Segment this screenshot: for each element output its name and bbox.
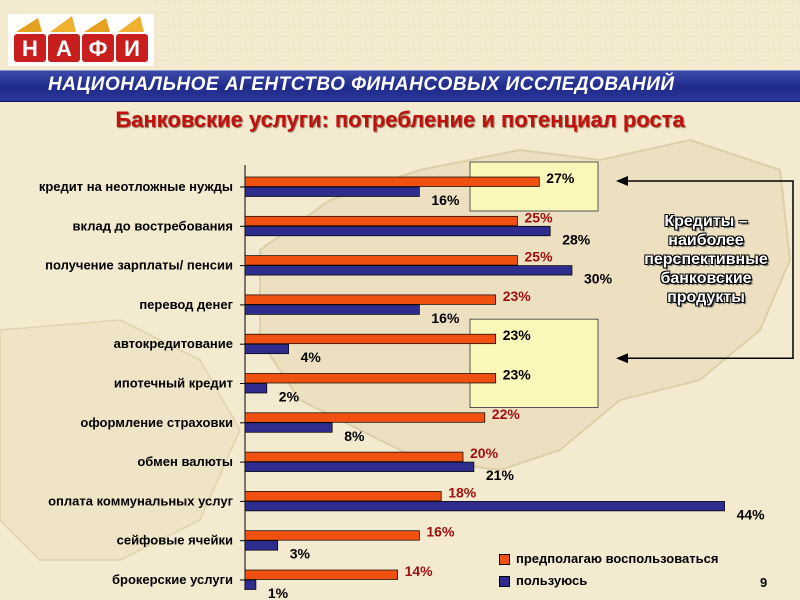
legend-item-plan: предполагаю воспользоваться [499,551,718,567]
value-label-plan: 14% [405,563,434,579]
legend-label-use: пользуюсь [516,573,588,588]
legend-swatch-plan [499,554,510,566]
value-label-use: 8% [344,428,365,444]
category-label: оформление страховки [80,415,233,430]
annotation: Кредиты – наиболее перспективные банковс… [622,212,790,307]
bar-use [244,383,268,394]
value-label-use: 16% [431,310,460,326]
value-label-plan: 25% [525,209,554,225]
value-label-plan: 25% [525,249,554,265]
bar-plan [244,373,497,384]
bar-use [244,186,420,197]
category-label: обмен валюты [137,454,233,469]
bar-plan [244,255,518,266]
logo-letter-1: Н [22,36,38,61]
value-label-use: 4% [301,349,322,365]
logo-letter-3: Ф [89,36,108,61]
legend-item-use: пользуюсь [499,573,587,589]
value-label-use: 16% [431,192,460,208]
bar-plan [244,530,420,541]
legend: предполагаю воспользоваться пользуюсь [493,548,793,594]
logo-letter-2: А [56,36,72,61]
value-label-use: 28% [562,231,591,247]
annotation-line-1: Кредиты – [664,213,748,230]
bar-use [244,225,551,237]
category-label: ипотечный кредит [114,376,233,391]
annotation-line-5: продукты [667,289,745,306]
bar-use [244,343,289,355]
value-label-plan: 20% [470,445,499,461]
page-number: 9 [760,575,768,590]
bar-plan [244,333,497,345]
annotation-line-4: банковские [660,270,752,287]
value-label-use: 30% [584,271,613,287]
arrow-head-1 [616,176,628,186]
annotation-bracket [625,180,794,359]
value-label-plan: 18% [448,484,477,500]
agency-banner: НАЦИОНАЛЬНОЕ АГЕНТСТВО ФИНАНСОВЫХ ИССЛЕД… [0,70,800,102]
value-label-plan: 27% [546,170,575,186]
highlight-box-2 [469,318,599,409]
arrow-head-2 [616,353,628,364]
value-label-plan: 23% [503,327,532,343]
category-label: вклад до востребования [73,218,233,233]
value-label-use: 2% [279,389,300,405]
value-label-plan: 22% [492,406,521,422]
bar-plan [244,451,464,462]
bar-plan [244,412,486,423]
value-label-use: 21% [486,467,515,483]
agency-name: НАЦИОНАЛЬНОЕ АГЕНТСТВО ФИНАНСОВЫХ ИССЛЕД… [48,74,675,95]
bar-use [244,540,279,551]
bar-plan [244,215,518,227]
category-label: получение зарплаты/ пенсии [45,258,233,273]
value-label-plan: 23% [503,288,532,304]
legend-swatch-use [499,576,510,588]
bar-plan [244,294,497,305]
chart-title: Банковские услуги: потребление и потенци… [115,107,685,132]
bar-use [244,461,475,472]
category-label: сейфовые ячейки [117,533,233,548]
bar-use [244,304,420,315]
bar-use [244,579,257,590]
legend-label-plan: предполагаю воспользоваться [516,551,719,566]
category-label: автокредитование [114,336,233,351]
value-label-use: 44% [737,506,766,522]
category-label: кредит на неотложные нужды [39,179,233,194]
logo-letter-4: И [124,36,140,61]
value-label-use: 3% [290,546,311,562]
bar-plan [244,569,398,580]
bar-use [244,422,333,433]
bar-plan [244,176,540,187]
annotation-line-3: перспективные [644,251,768,268]
category-label: брокерские услуги [112,572,233,587]
value-label-use: 1% [268,585,289,600]
annotation-line-2: наиболее [668,232,744,249]
value-label-plan: 23% [503,367,532,383]
category-label: перевод денег [139,297,233,312]
bar-use [244,501,725,512]
nafi-logo: Н А Ф И [8,14,154,66]
bar-use [244,265,573,276]
value-label-plan: 16% [426,524,455,540]
category-label: оплата коммунальных услуг [48,493,233,508]
bar-plan [244,491,442,502]
